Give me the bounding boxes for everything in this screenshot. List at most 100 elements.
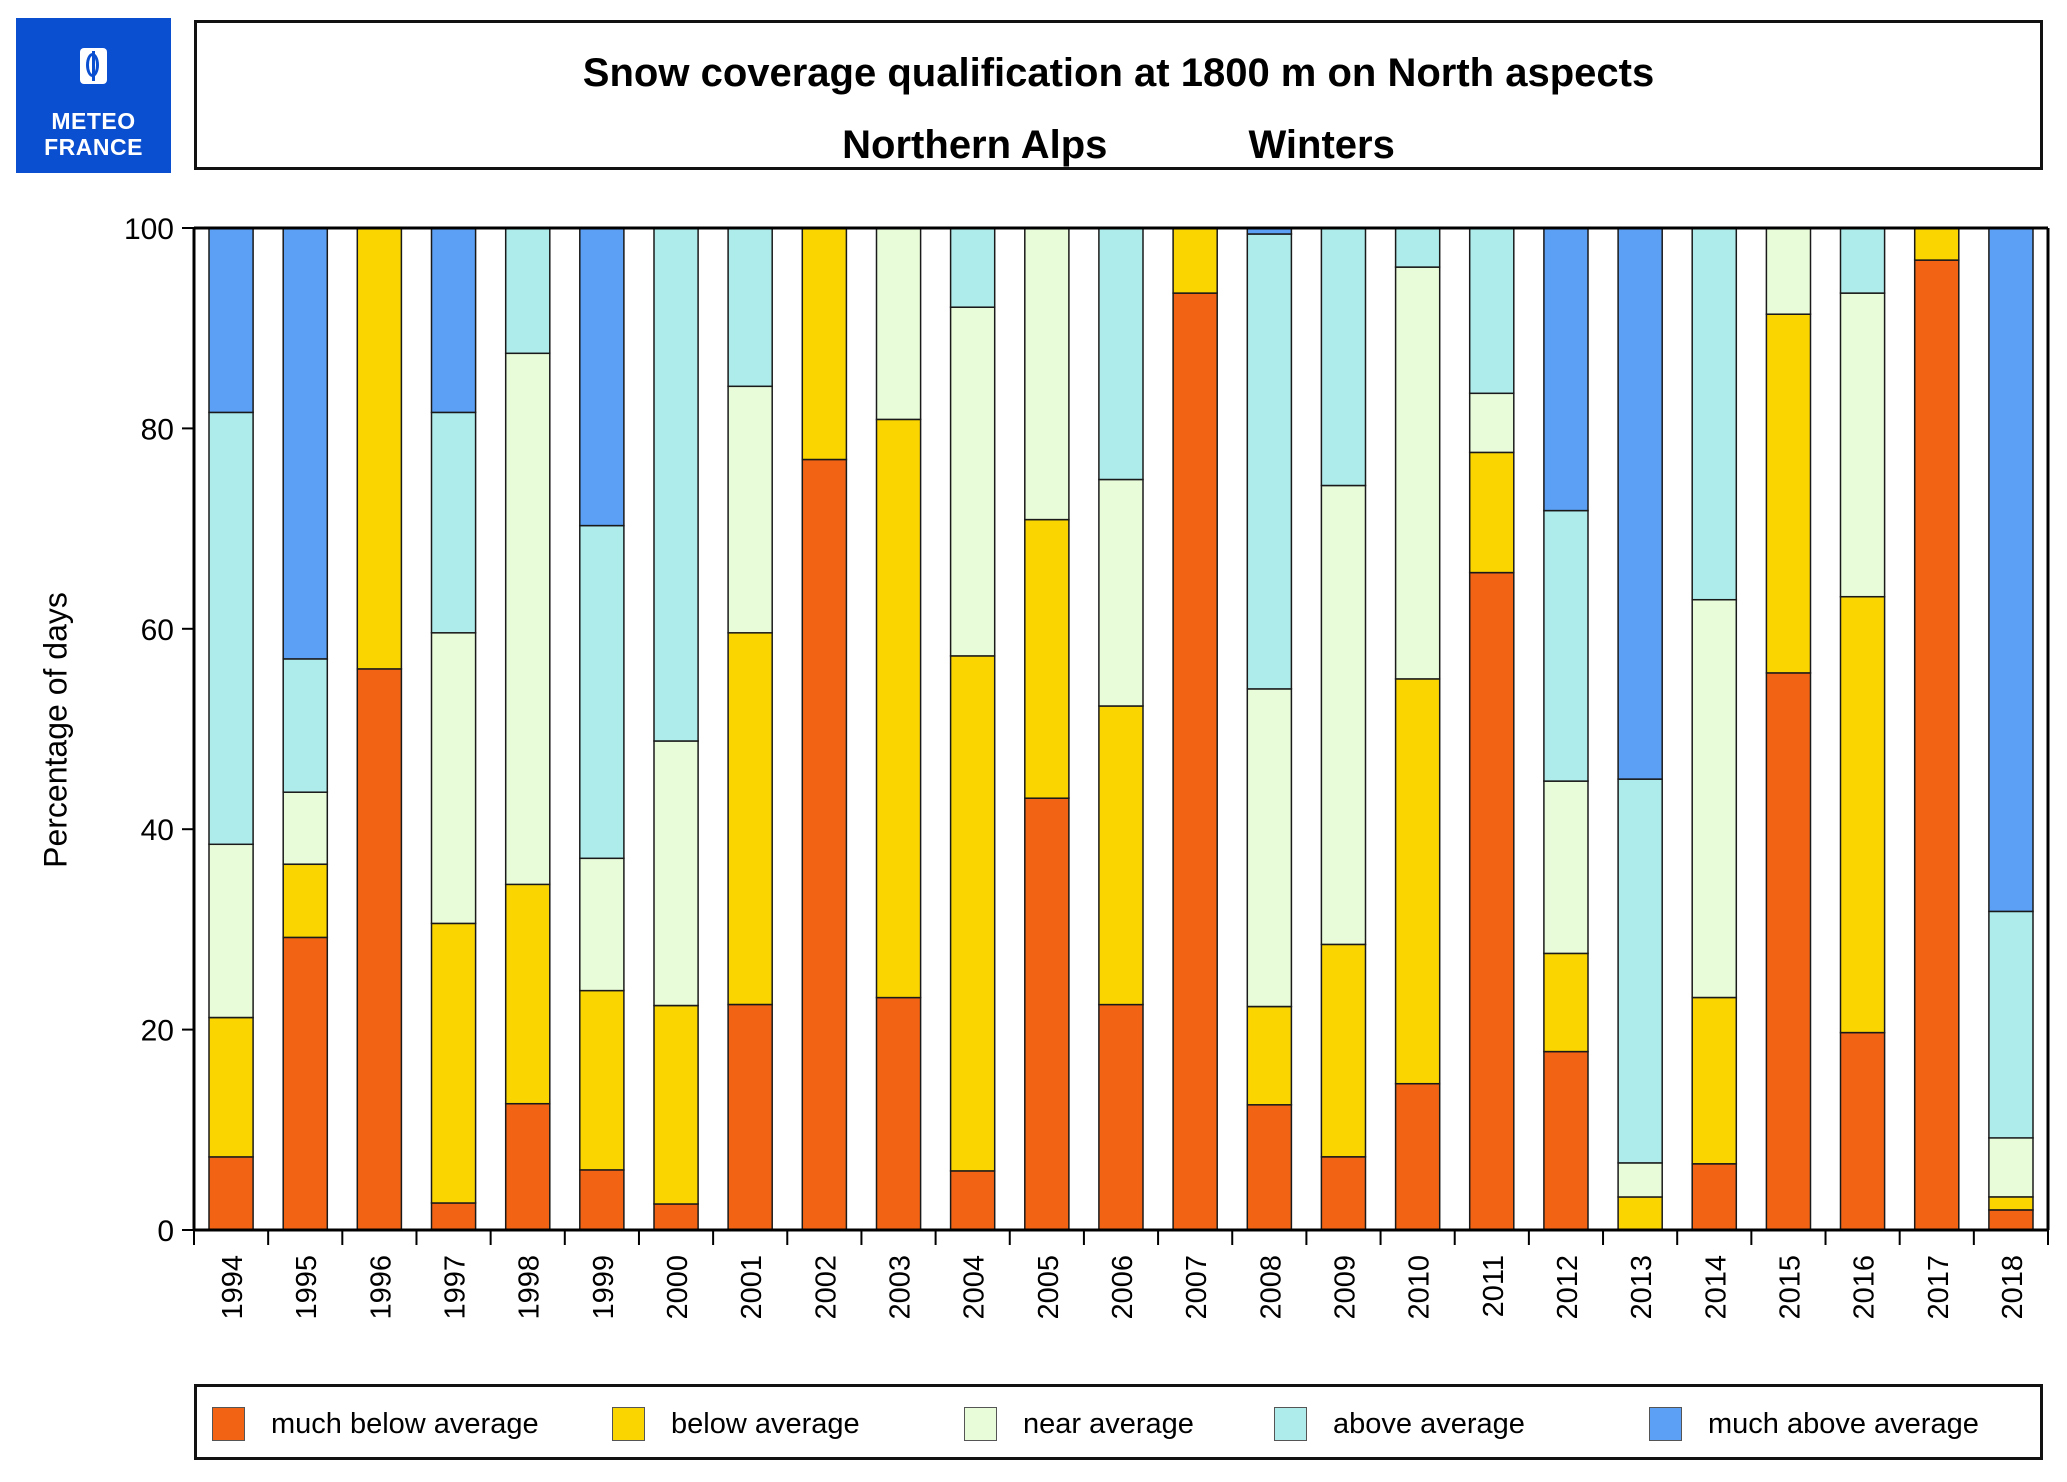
bar-segment-below-average-2009 [1320, 943, 1367, 1158]
x-tick-label-1994: 1994 [217, 1255, 249, 1320]
legend-item-below-average: below average [612, 1407, 860, 1441]
legend-label: much below average [271, 1407, 539, 1440]
bar-segment-below-average-2010 [1394, 678, 1441, 1085]
bar-segment-near-average-2001 [727, 385, 773, 634]
y-tick-label-20: 20 [141, 1015, 174, 1048]
bar-segment-above-average-2011 [1468, 227, 1515, 395]
x-tick-label-2009: 2009 [1329, 1255, 1361, 1320]
bar-segment-much-below-average-2014 [1691, 1163, 1738, 1231]
bar-segment-below-average-2016 [1839, 595, 1886, 1034]
bar-segment-near-average-2010 [1394, 266, 1441, 680]
x-tick-label-2005: 2005 [1033, 1255, 1065, 1320]
x-tick-label-2017: 2017 [1923, 1255, 1955, 1320]
x-tick-label-2013: 2013 [1626, 1255, 1658, 1320]
bar-segment-above-average-2009 [1320, 227, 1367, 487]
bar-segment-below-average-2015 [1765, 313, 1812, 674]
bar-segment-much-below-average-2007 [1172, 292, 1218, 1231]
bar-segment-much-below-average-2015 [1765, 672, 1812, 1231]
bar-segment-near-average-2004 [949, 306, 996, 657]
legend: much below average below average near aver… [194, 1384, 2043, 1460]
bar-segment-near-average-1995 [282, 791, 329, 865]
bar-segment-much-above-average-1999 [579, 227, 625, 527]
y-tick-label-60: 60 [141, 614, 174, 647]
meteo-france-logo: METEO FRANCE [16, 18, 171, 173]
bar-segment-near-average-2009 [1320, 484, 1367, 946]
bar-segment-below-average-1995 [282, 863, 329, 939]
bar-segment-near-average-1999 [579, 857, 625, 992]
bar-segment-near-average-2012 [1543, 780, 1589, 955]
bar-segment-near-average-1994 [208, 843, 254, 1019]
bar-segment-above-average-2014 [1691, 227, 1738, 601]
x-tick-label-1997: 1997 [440, 1255, 472, 1320]
y-tick-label-0: 0 [157, 1215, 174, 1248]
chart-title-box: Snow coverage qualification at 1800 m on… [194, 20, 2043, 170]
x-tick-label-1996: 1996 [365, 1255, 397, 1320]
bar-segment-above-average-2008 [1246, 233, 1293, 690]
bar-segment-much-above-average-1995 [282, 227, 329, 660]
legend-label: much above average [1708, 1407, 1979, 1440]
bar-segment-above-average-2016 [1839, 227, 1886, 294]
x-tick-label-2008: 2008 [1255, 1255, 1287, 1320]
bar-segment-above-average-1999 [579, 524, 625, 860]
bar-segment-below-average-1994 [208, 1016, 254, 1158]
bar-segment-above-average-2013 [1617, 778, 1663, 1164]
bar-segment-below-average-2000 [653, 1004, 699, 1205]
bar-segment-near-average-1997 [430, 632, 477, 925]
bar-segment-much-below-average-2008 [1246, 1104, 1293, 1231]
bar-segment-below-average-1998 [504, 883, 551, 1105]
x-tick-label-2018: 2018 [1997, 1255, 2029, 1320]
x-tick-label-2000: 2000 [662, 1255, 694, 1320]
x-tick-label-1999: 1999 [588, 1255, 620, 1320]
bar-segment-above-average-2010 [1394, 227, 1441, 268]
x-tick-label-2011: 2011 [1478, 1255, 1510, 1317]
bar-segment-much-above-average-2013 [1617, 227, 1663, 780]
x-tick-label-2002: 2002 [810, 1255, 842, 1320]
legend-swatch [212, 1407, 245, 1441]
bar-segment-below-average-2003 [875, 418, 922, 999]
bar-segment-below-average-2017 [1913, 227, 1960, 261]
bar-segment-below-average-2014 [1691, 996, 1738, 1165]
stacked-bar-chart: 0 20 40 60 80 100 1994 1995 1996 1997 1998 1999 2000… [124, 213, 2050, 1320]
x-tick-label-2014: 2014 [1700, 1255, 1732, 1320]
y-tick-label-40: 40 [141, 814, 174, 847]
season-label: Winters [1248, 123, 1395, 167]
legend-item-near-average: near average [964, 1407, 1194, 1441]
bar-segment-much-below-average-1995 [282, 936, 329, 1231]
bar-segment-near-average-2014 [1691, 598, 1738, 999]
legend-label: below average [671, 1407, 860, 1440]
bar-segment-much-below-average-1997 [430, 1202, 477, 1231]
bar-segment-near-average-2013 [1617, 1162, 1663, 1198]
legend-swatch [1649, 1407, 1682, 1441]
bar-segment-above-average-1997 [430, 411, 477, 634]
bar-segment-much-below-average-2012 [1543, 1050, 1589, 1231]
bar-segment-above-average-2001 [727, 227, 773, 388]
bar-segment-below-average-2011 [1468, 451, 1515, 574]
bar-segment-above-average-1998 [504, 227, 551, 355]
bar-segment-below-average-1996 [356, 227, 403, 670]
bar-segment-much-below-average-1996 [356, 668, 403, 1231]
x-tick-label-2001: 2001 [736, 1255, 768, 1320]
y-tick-label-100: 100 [124, 213, 174, 246]
bar-segment-near-average-2005 [1024, 227, 1070, 521]
x-tick-label-1998: 1998 [514, 1255, 546, 1320]
bar-segment-above-average-1995 [282, 658, 329, 793]
chart-title: Snow coverage qualification at 1800 m on… [582, 51, 1655, 95]
bar-segment-much-below-average-2005 [1024, 797, 1070, 1231]
bar-segment-above-average-2006 [1098, 227, 1144, 481]
logo-text-line2: FRANCE [44, 134, 143, 160]
bar-segment-much-above-average-1997 [430, 227, 477, 414]
bar-segment-much-below-average-1994 [208, 1156, 254, 1231]
legend-swatch [612, 1407, 645, 1441]
bar-segment-near-average-2003 [875, 227, 922, 421]
bar-segment-below-average-2013 [1617, 1196, 1663, 1231]
x-tick-label-2015: 2015 [1774, 1255, 1806, 1320]
bar-segment-near-average-2006 [1098, 478, 1144, 707]
legend-item-above-average: above average [1274, 1407, 1525, 1441]
x-tick-label-2012: 2012 [1552, 1255, 1584, 1320]
bar-segment-much-below-average-1998 [504, 1102, 551, 1231]
meteo-france-emblem-icon [80, 48, 107, 84]
bar-segment-much-below-average-2001 [727, 1003, 773, 1231]
bar-segment-below-average-2004 [949, 655, 996, 1172]
x-tick-label-2003: 2003 [885, 1255, 917, 1320]
x-tick-label-2010: 2010 [1404, 1255, 1436, 1320]
